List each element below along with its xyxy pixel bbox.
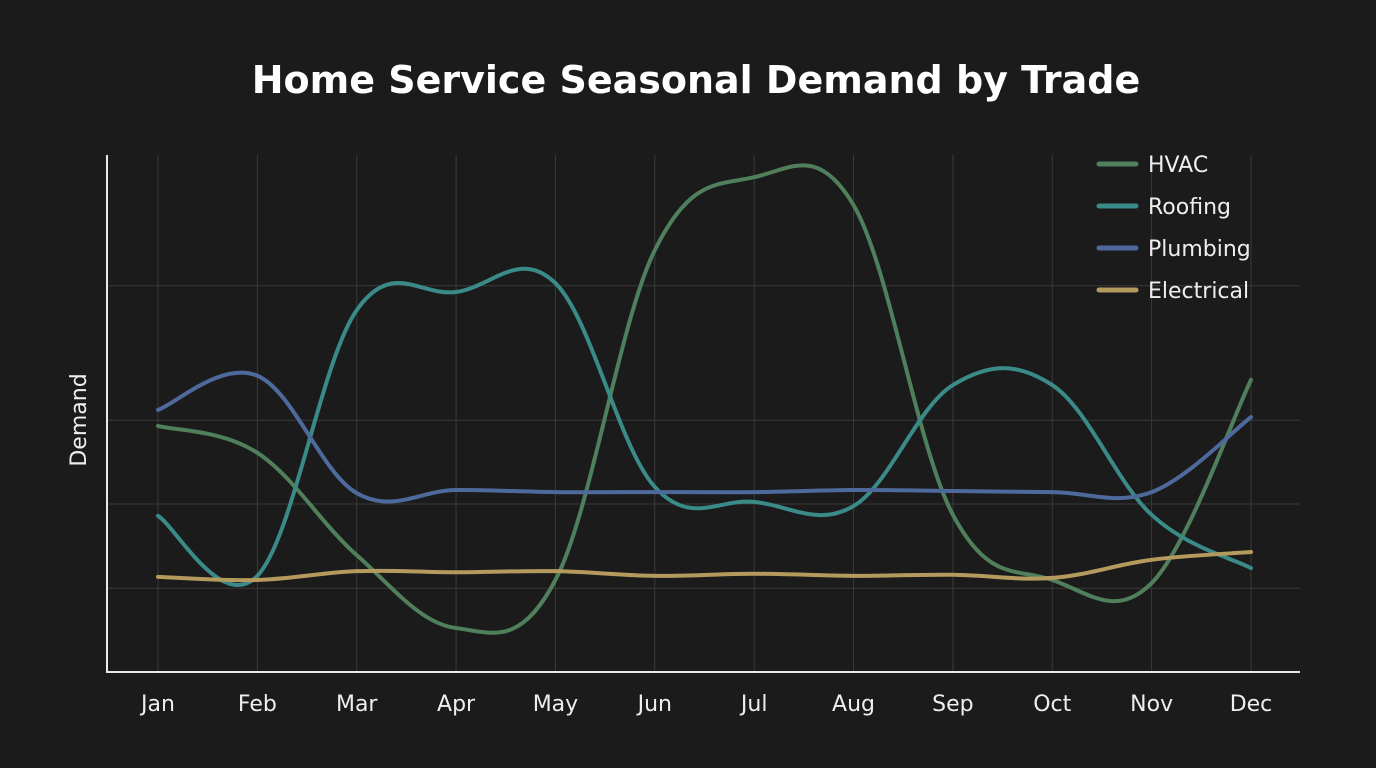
legend: HVAC Roofing Plumbing Electrical — [1096, 153, 1251, 304]
x-tick-label: Dec — [1230, 692, 1273, 717]
chart-title: Home Service Seasonal Demand by Trade — [252, 58, 1141, 102]
legend-label: Electrical — [1148, 279, 1249, 304]
series-line-roofing — [156, 266, 1253, 587]
x-tick-label: Aug — [832, 692, 875, 717]
legend-label: HVAC — [1148, 153, 1208, 178]
series-line-plumbing — [156, 370, 1253, 504]
x-tick-label: Sep — [932, 692, 973, 717]
y-axis-label: Demand — [67, 373, 92, 466]
series-line-electrical — [156, 550, 1253, 583]
x-tick-label: Jun — [636, 692, 672, 717]
x-tick-label: Mar — [336, 692, 378, 717]
x-tick-label: Oct — [1033, 692, 1071, 717]
x-tick-label: May — [533, 692, 578, 717]
x-tick-labels: Jan Feb Mar Apr May Jun Jul Aug Sep Oct Nov Dec — [139, 692, 1272, 717]
grid — [108, 155, 1300, 672]
legend-label: Roofing — [1148, 195, 1231, 220]
x-tick-label: Apr — [437, 692, 476, 717]
series-lines — [156, 163, 1253, 635]
legend-label: Plumbing — [1148, 237, 1251, 262]
series-line-hvac — [156, 163, 1253, 635]
x-tick-label: Feb — [238, 692, 277, 717]
x-tick-label: Nov — [1130, 692, 1173, 717]
x-tick-label: Jul — [739, 692, 768, 717]
x-tick-label: Jan — [139, 692, 175, 717]
